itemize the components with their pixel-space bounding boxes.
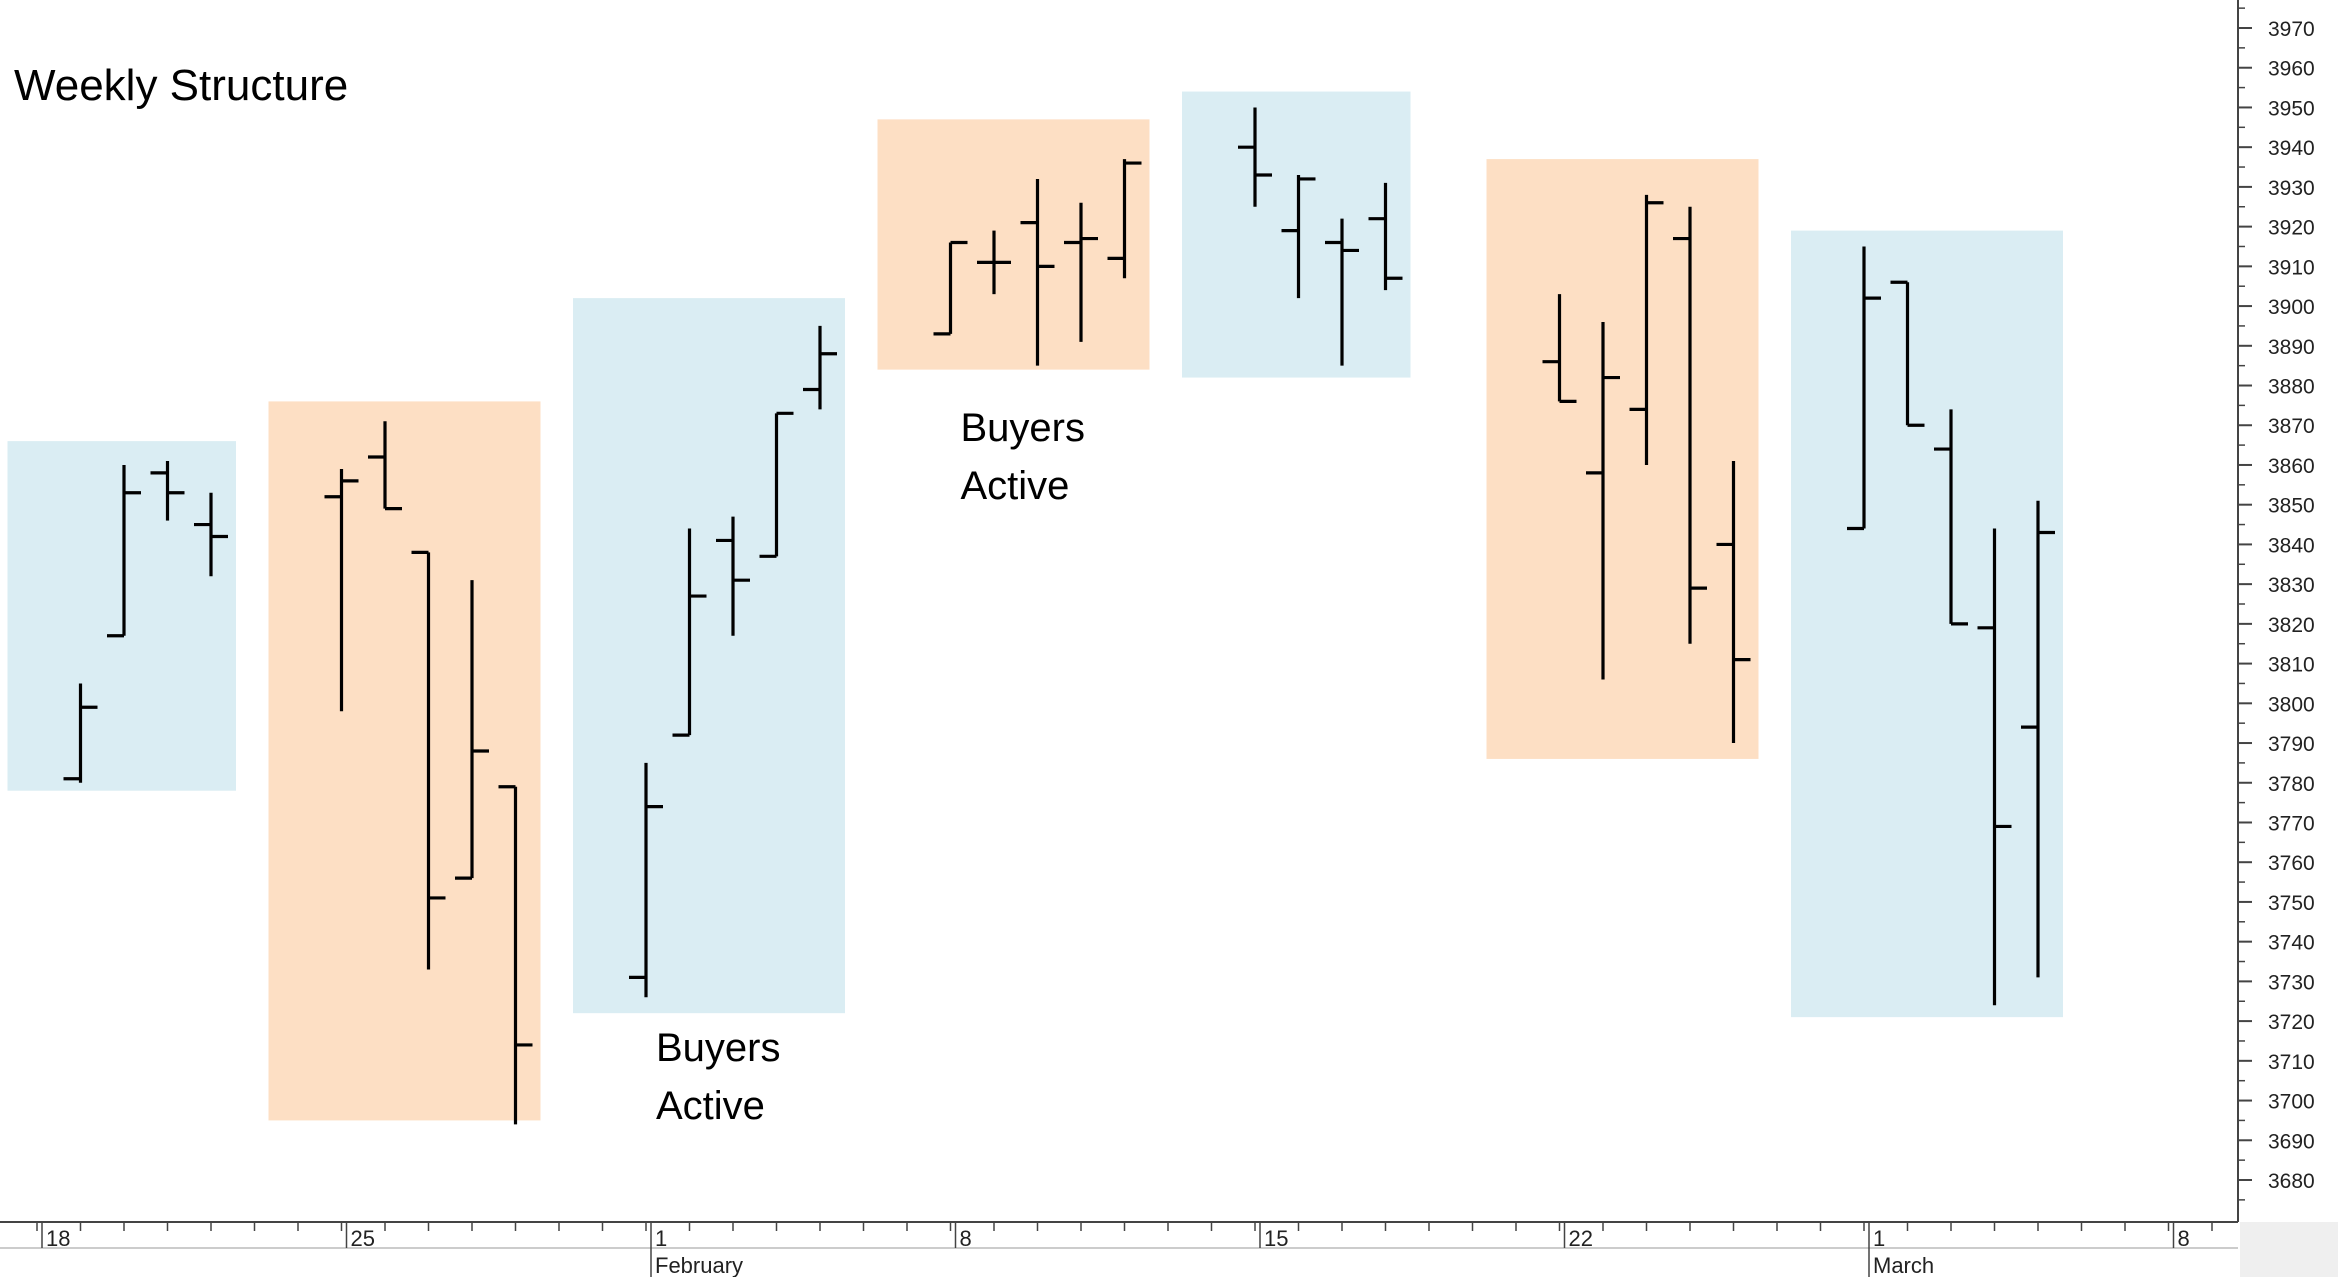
ohlc-bar <box>1238 107 1272 207</box>
x-tick-label: 25 <box>351 1226 375 1251</box>
ohlc-bar <box>368 421 402 511</box>
highlight-zones <box>7 91 2063 1121</box>
month-label: March <box>1873 1253 1934 1277</box>
x-tick-label: 8 <box>2178 1226 2190 1251</box>
ohlc-bar <box>933 240 968 336</box>
zone-6 <box>1791 230 2063 1018</box>
ohlc-bar <box>194 492 228 577</box>
ohlc-bar <box>1629 194 1664 465</box>
y-tick-label: 3790 <box>2268 733 2315 756</box>
y-tick-label: 3700 <box>2268 1091 2315 1114</box>
zone-4 <box>1182 91 1411 378</box>
annotation-text: Active <box>656 1084 765 1128</box>
ohlc-bar <box>1934 409 1968 626</box>
ohlc-bar <box>629 762 663 998</box>
y-tick-label: 3880 <box>2268 376 2315 399</box>
y-tick-label: 3810 <box>2268 654 2315 677</box>
ohlc-bar <box>63 683 98 783</box>
ohlc-bar <box>150 460 185 521</box>
y-tick-label: 3840 <box>2268 534 2315 557</box>
zone-2 <box>573 298 845 1014</box>
ohlc-bar <box>1673 206 1707 644</box>
y-tick-label: 3860 <box>2268 455 2315 478</box>
y-tick-label: 3680 <box>2268 1170 2315 1193</box>
ohlc-bar <box>803 325 837 410</box>
ohlc-bar <box>107 464 141 638</box>
ohlc-bar <box>672 528 707 737</box>
ohlc-bar <box>716 516 750 636</box>
y-tick-label: 3710 <box>2268 1051 2315 1074</box>
y-tick-label: 3780 <box>2268 773 2315 796</box>
y-tick-label: 3870 <box>2268 415 2315 438</box>
y-tick-label: 3910 <box>2268 256 2315 279</box>
x-tick-label: 1 <box>1873 1226 1885 1251</box>
y-tick-label: 3720 <box>2268 1011 2315 1034</box>
chart-title: Weekly Structure <box>14 61 348 110</box>
ohlc-bar <box>1020 178 1055 366</box>
ohlc-bar <box>1890 280 1925 427</box>
ohlc-bar <box>1716 460 1751 744</box>
x-tick-label: 22 <box>1569 1226 1593 1251</box>
ohlc-bar <box>324 468 359 712</box>
y-tick-label: 3740 <box>2268 932 2315 955</box>
y-tick-label: 3940 <box>2268 137 2315 160</box>
annotations: Buyers Active Buyers Active <box>656 406 1085 1128</box>
ohlc-bar <box>1064 202 1098 342</box>
ohlc-bar <box>1281 174 1316 299</box>
zone-0 <box>7 441 236 791</box>
y-tick-label: 3920 <box>2268 217 2315 240</box>
ohlc-bar <box>1542 294 1577 404</box>
y-tick-label: 3930 <box>2268 177 2315 200</box>
ohlc-bar <box>759 411 794 558</box>
ohlc-bar <box>1107 159 1142 279</box>
ohlc-bar <box>1368 182 1403 291</box>
ohlc-bar <box>1586 321 1620 680</box>
ohlc-bars <box>63 107 2055 1125</box>
ohlc-bar <box>411 550 446 970</box>
y-tick-label: 3950 <box>2268 97 2315 120</box>
y-tick-label: 3730 <box>2268 971 2315 994</box>
y-tick-label: 3760 <box>2268 852 2315 875</box>
y-tick-label: 3820 <box>2268 614 2315 637</box>
axis-corner <box>2240 1222 2338 1277</box>
y-tick-label: 3830 <box>2268 574 2315 597</box>
y-tick-label: 3890 <box>2268 336 2315 359</box>
y-tick-label: 3900 <box>2268 296 2315 319</box>
ohlc-bar <box>498 785 533 1125</box>
ohlc-bar <box>977 230 1011 295</box>
x-tick-label: 15 <box>1264 1226 1288 1251</box>
zone-1 <box>268 401 541 1121</box>
ohlc-bar <box>2021 500 2055 978</box>
y-tick-label: 3960 <box>2268 58 2315 81</box>
y-axis: 3680 3690 3700 3710 3720 3730 3740 3750 3760 3770… <box>2237 0 2315 1222</box>
zone-3 <box>877 119 1150 370</box>
ohlc-bar <box>455 580 489 880</box>
annotation-text: Active <box>961 464 1070 508</box>
annotation-text: Buyers <box>656 1026 781 1070</box>
y-tick-label: 3970 <box>2268 18 2315 41</box>
y-tick-label: 3690 <box>2268 1130 2315 1153</box>
ohlc-bar <box>1325 218 1359 366</box>
annotation-text: Buyers <box>961 406 1086 450</box>
zone-5 <box>1486 159 1759 759</box>
month-label: February <box>655 1253 743 1277</box>
y-tick-label: 3770 <box>2268 812 2315 835</box>
ohlc-bar <box>1977 528 2012 1006</box>
x-tick-label: 8 <box>960 1226 972 1251</box>
y-tick-label: 3750 <box>2268 892 2315 915</box>
ohlc-bar <box>1847 246 1881 531</box>
x-tick-label: 18 <box>46 1226 70 1251</box>
y-tick-label: 3800 <box>2268 693 2315 716</box>
x-tick-label: 1 <box>655 1226 667 1251</box>
y-tick-label: 3850 <box>2268 495 2315 518</box>
